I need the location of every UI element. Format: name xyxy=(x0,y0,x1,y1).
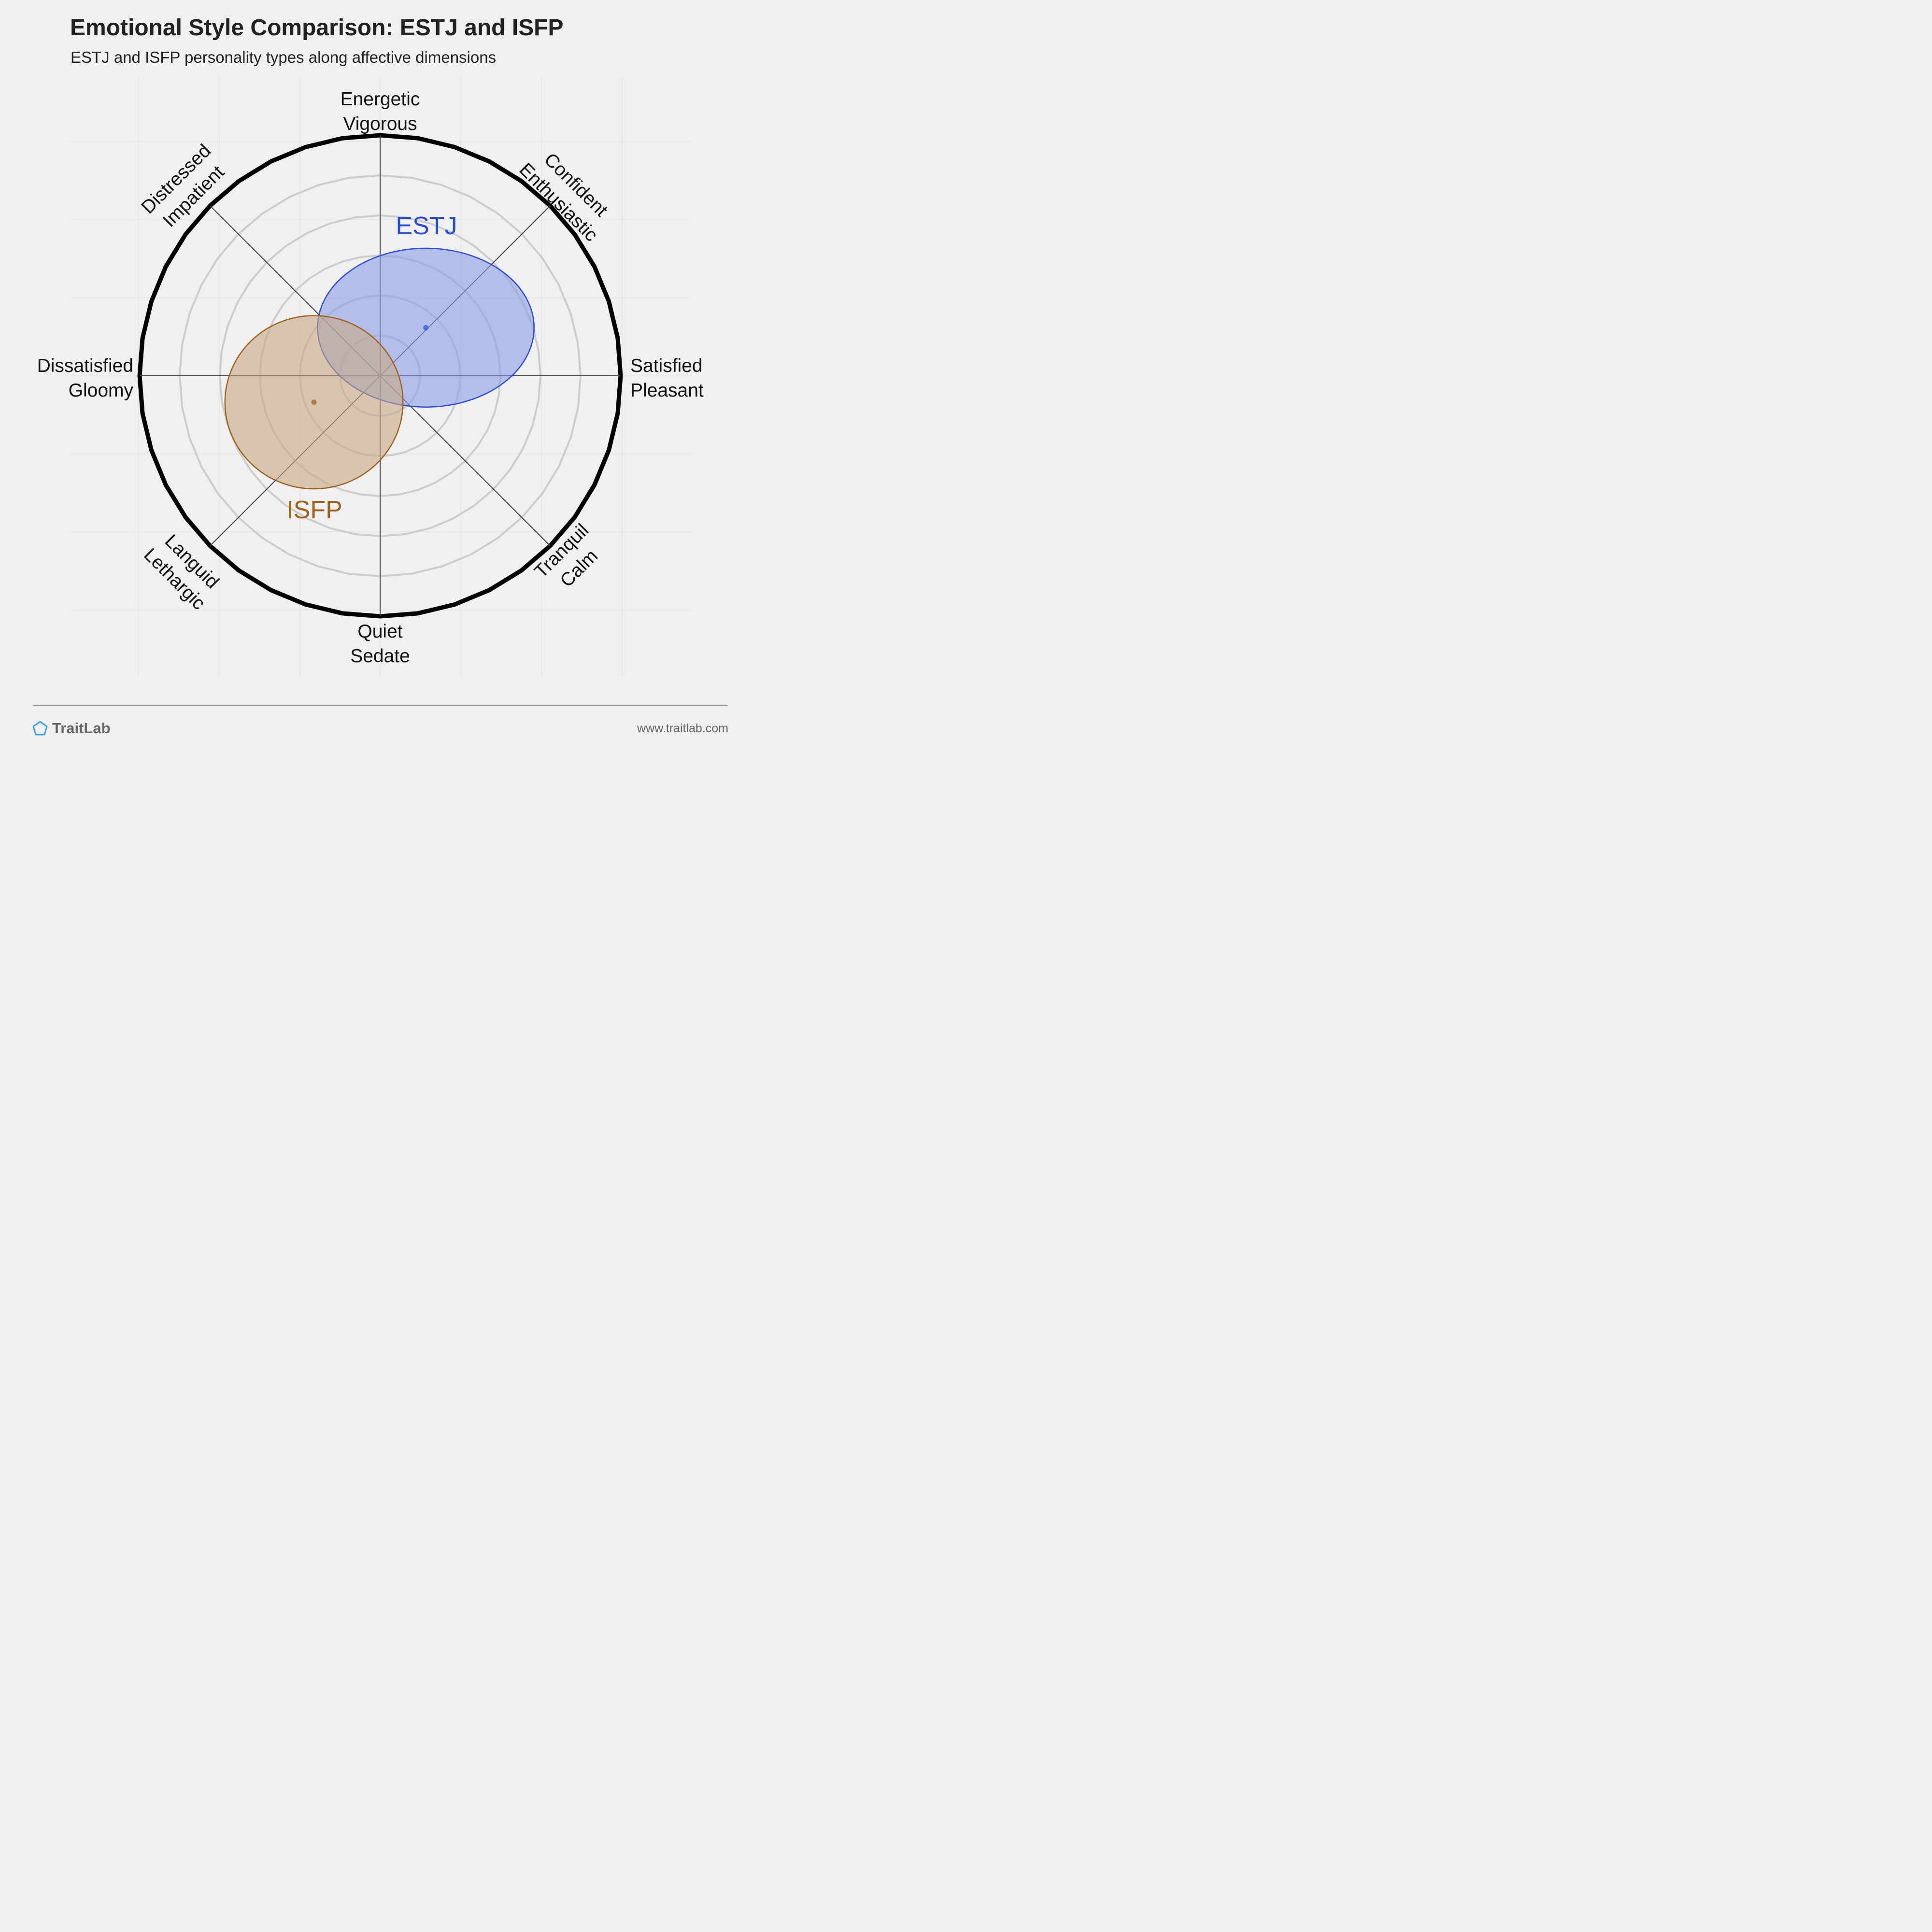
chart-title: Emotional Style Comparison: ESTJ and ISF… xyxy=(70,15,564,41)
series-center-point-estj xyxy=(423,325,429,330)
series-label-isfp: ISFP xyxy=(286,496,342,524)
website-url: www.traitlab.com xyxy=(637,722,728,735)
axis-label-group: Quiet Sedate xyxy=(350,621,410,667)
series-center-point-isfp xyxy=(311,399,317,405)
axis-label: Energetic xyxy=(341,89,420,110)
chart-page: Emotional Style Comparison: ESTJ and ISF… xyxy=(0,0,757,757)
axis-label: Pleasant xyxy=(630,380,704,401)
series-label-estj: ESTJ xyxy=(396,212,457,240)
pentagon-logo-icon xyxy=(32,721,48,736)
axis-label: Sedate xyxy=(350,646,410,667)
axis-label-group: Energetic Vigorous xyxy=(341,89,420,134)
series-labels: ESTJ ISFP xyxy=(286,212,457,524)
axis-label: Satisfied xyxy=(630,355,703,376)
axis-label-group: Dissatisfied Gloomy xyxy=(37,355,134,401)
axis-label: Vigorous xyxy=(343,114,417,134)
axis-label: Gloomy xyxy=(69,380,134,401)
brand: TraitLab xyxy=(32,720,111,737)
axis-label: Quiet xyxy=(357,621,402,642)
brand-name: TraitLab xyxy=(52,720,111,737)
axis-label-group: Satisfied Pleasant xyxy=(630,355,704,401)
axis-label: Dissatisfied xyxy=(37,355,133,376)
footer-divider xyxy=(33,705,727,706)
series-ellipses xyxy=(224,247,535,490)
chart-subtitle: ESTJ and ISFP personality types along af… xyxy=(71,48,497,66)
